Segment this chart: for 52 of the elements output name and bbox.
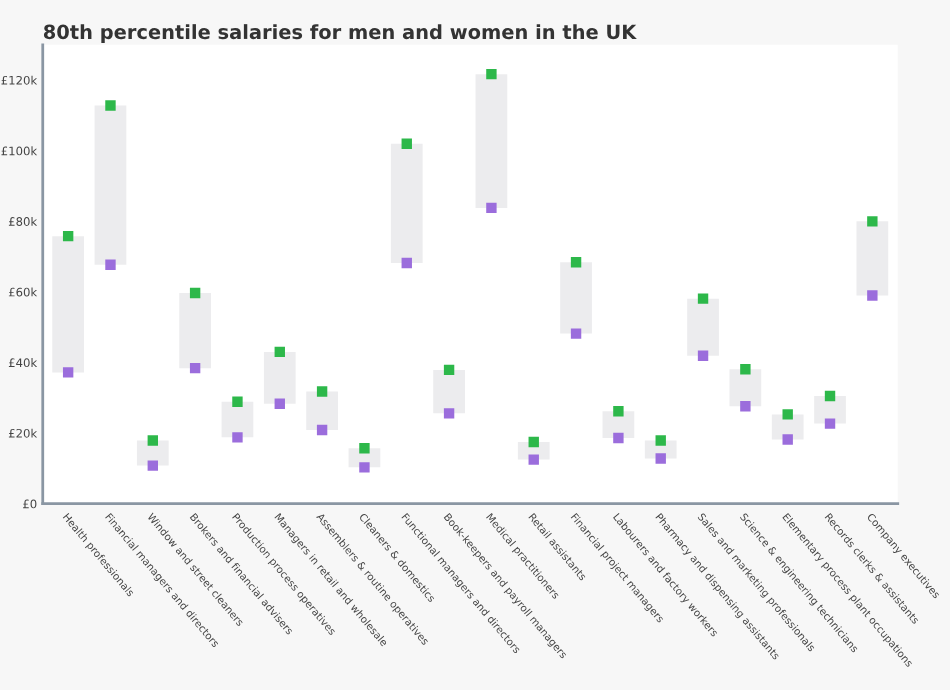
point (105, 100, 116, 111)
point (189, 287, 201, 299)
bar (94, 105, 127, 265)
point (824, 390, 836, 402)
point (232, 396, 243, 407)
bar (560, 262, 592, 334)
bar (179, 292, 211, 369)
point (486, 68, 497, 80)
bar (306, 391, 338, 430)
point (697, 293, 709, 304)
point (528, 436, 539, 448)
bar (856, 221, 889, 296)
point (528, 454, 539, 465)
point (232, 432, 243, 443)
point (274, 346, 285, 358)
point (824, 418, 836, 429)
point (740, 364, 751, 375)
point (359, 462, 370, 473)
chart-title: 80th percentile salaries for men and women in the UK (43, 24, 637, 43)
point (105, 259, 116, 270)
point (401, 138, 412, 149)
point (147, 460, 158, 471)
point (359, 443, 370, 454)
point (782, 434, 793, 445)
point (62, 367, 74, 378)
point (486, 202, 497, 214)
point (316, 386, 328, 397)
point (740, 401, 751, 412)
point (613, 432, 624, 444)
point (655, 435, 666, 446)
point (570, 257, 582, 268)
point (782, 409, 793, 420)
point (867, 216, 878, 227)
point (613, 406, 624, 417)
point (655, 453, 666, 464)
point (274, 398, 285, 410)
point (316, 424, 328, 436)
point (147, 435, 158, 446)
point (62, 230, 74, 242)
bar (52, 236, 85, 373)
point (189, 362, 201, 374)
point (443, 364, 455, 376)
point (867, 290, 878, 301)
bar (687, 298, 719, 356)
bar (475, 74, 508, 208)
point (401, 257, 412, 269)
bar (263, 351, 296, 404)
point (697, 350, 709, 362)
point (443, 408, 455, 419)
bar (433, 369, 465, 414)
point (570, 328, 582, 339)
bar (390, 143, 423, 263)
